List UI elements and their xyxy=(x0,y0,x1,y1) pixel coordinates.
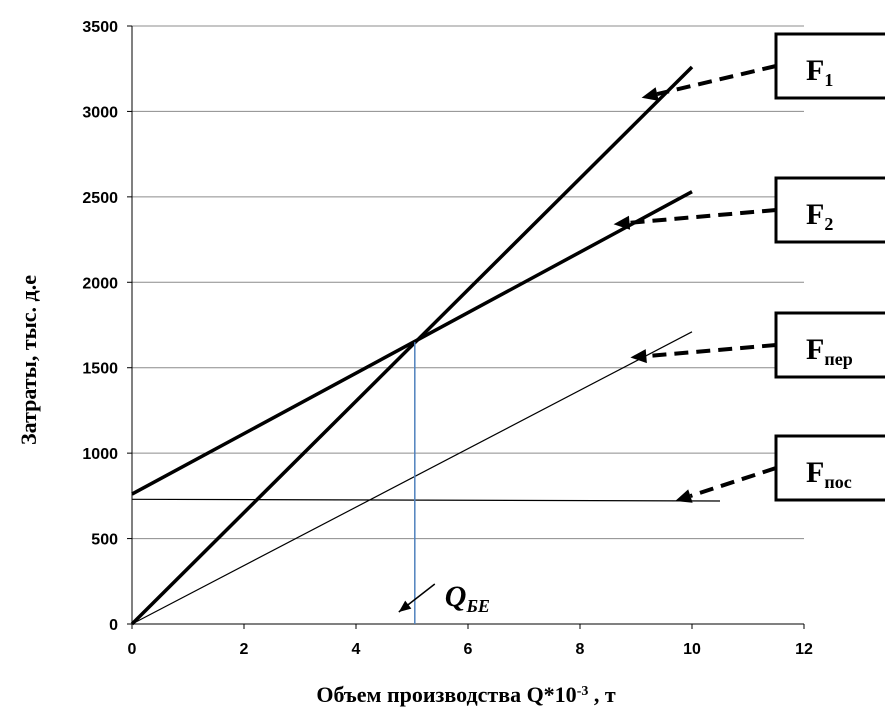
callout-box xyxy=(774,434,885,502)
y-axis-ticks: 0 500 1000 1500 2000 2500 3000 3500 xyxy=(82,19,118,634)
callout-Fпер: Fпер xyxy=(630,311,885,379)
break-even-label-sub: БЕ xyxy=(465,596,489,616)
callout-label-main: F xyxy=(806,333,824,366)
callout-arrow-head xyxy=(630,349,647,364)
gridlines xyxy=(132,25,804,540)
callout-F1: F1 xyxy=(641,32,885,101)
series-lines xyxy=(130,65,721,626)
series-line-Fпер xyxy=(131,331,693,625)
y-axis-title: Затраты, тыс. д.е xyxy=(16,275,41,445)
callout-label: F1 xyxy=(806,54,833,90)
y-tick-label: 1000 xyxy=(82,446,118,463)
x-axis-title-main: Объем производства Q*10 xyxy=(316,682,576,707)
callout-arrow-head xyxy=(641,87,659,101)
x-tick-label: 12 xyxy=(795,641,813,658)
callout-Fпос: Fпос xyxy=(675,434,885,503)
callout-label-main: F xyxy=(806,198,824,231)
callout-arrow-shaft xyxy=(646,343,777,359)
x-axis-title: Объем производства Q*10-3 , т xyxy=(316,682,616,707)
callout-F2: F2 xyxy=(613,176,885,244)
x-tick-label: 8 xyxy=(576,641,585,658)
axes xyxy=(127,25,805,629)
callout-label-sub: 2 xyxy=(824,214,833,234)
y-tick-label: 2500 xyxy=(82,190,118,207)
x-axis-title-exponent: -3 xyxy=(577,684,589,699)
series-line-F2 xyxy=(131,190,693,496)
y-tick-label: 0 xyxy=(109,617,118,634)
callout-box xyxy=(774,176,885,244)
break-even-arrow-head xyxy=(398,600,412,612)
x-axis-ticks: 0 2 4 6 8 10 12 xyxy=(128,641,813,658)
callout-label-main: F xyxy=(806,456,824,489)
callout-label: F2 xyxy=(806,198,833,234)
x-tick-label: 6 xyxy=(464,641,473,658)
y-tick-label: 3500 xyxy=(82,19,118,36)
y-tick-label: 500 xyxy=(91,532,118,549)
x-tick-label: 10 xyxy=(683,641,701,658)
callout-label-sub: пер xyxy=(824,349,852,369)
break-even-label-main: Q xyxy=(445,580,467,613)
x-tick-label: 0 xyxy=(128,641,137,658)
y-tick-label: 3000 xyxy=(82,104,118,121)
callout-arrow-shaft xyxy=(656,64,777,97)
y-tick-label: 2000 xyxy=(82,275,118,292)
y-tick-label: 1500 xyxy=(82,361,118,378)
series-line-Fпос xyxy=(131,498,721,502)
callout-box xyxy=(774,32,885,100)
callout-arrow-shaft xyxy=(629,208,777,225)
callout-label: Fпер xyxy=(806,333,853,369)
callout-label-main: F xyxy=(806,54,824,87)
x-axis-title-unit: , т xyxy=(588,682,616,707)
callout-arrow-shaft xyxy=(689,466,777,498)
callout-arrow-head xyxy=(675,489,693,503)
break-even-marker: QБЕ xyxy=(398,342,490,624)
break-even-label: QБЕ xyxy=(445,580,490,616)
callout-arrow-head xyxy=(613,215,631,230)
series-line-F1 xyxy=(130,65,694,626)
x-tick-label: 4 xyxy=(352,641,361,658)
callout-label-sub: 1 xyxy=(824,70,833,90)
x-tick-label: 2 xyxy=(240,641,249,658)
callout-label-sub: пос xyxy=(824,472,851,492)
callout-label: Fпос xyxy=(806,456,852,492)
